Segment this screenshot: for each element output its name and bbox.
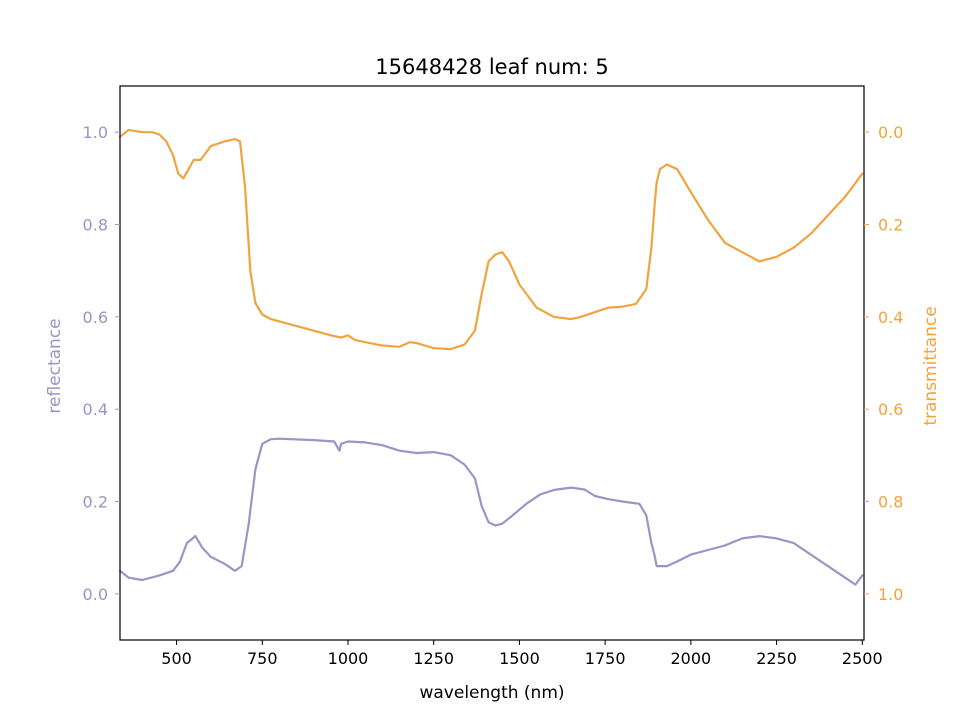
y-right-tick-label: 0.2 — [878, 216, 903, 235]
plot-area — [118, 128, 864, 586]
chart-title: 15648428 leaf num: 5 — [375, 55, 608, 79]
x-tick-label: 1250 — [413, 649, 454, 668]
y-right-tick-label: 0.6 — [878, 400, 903, 419]
x-axis: 500 750 1000 1250 1500 1750 2000 2250 2500 — [161, 640, 883, 668]
x-tick-label: 500 — [161, 649, 192, 668]
y-left-tick-label: 1.0 — [83, 123, 108, 142]
x-tick-label: 2250 — [756, 649, 797, 668]
x-tick-label: 1000 — [328, 649, 369, 668]
x-axis-title: wavelength (nm) — [419, 683, 564, 703]
y-axis-left: 0.0 0.2 0.4 0.6 0.8 1.0 — [83, 123, 120, 604]
x-tick-label: 2000 — [670, 649, 711, 668]
y-axis-right: 0.0 0.2 0.4 0.6 0.8 1.0 — [864, 123, 903, 604]
y-right-tick-label: 1.0 — [878, 585, 903, 604]
y-right-tick-label: 0.0 — [878, 123, 903, 142]
y-left-tick-label: 0.2 — [83, 493, 108, 512]
y-left-tick-label: 0.6 — [83, 308, 108, 327]
transmittance-series-line — [118, 128, 864, 351]
y-left-tick-label: 0.0 — [83, 585, 108, 604]
y-axis-left-title: reflectance — [45, 318, 65, 413]
x-tick-label: 750 — [247, 649, 278, 668]
y-left-tick-label: 0.8 — [83, 216, 108, 235]
x-tick-label: 1500 — [499, 649, 540, 668]
reflectance-series-line — [118, 437, 864, 586]
y-axis-right-title: transmittance — [921, 306, 941, 425]
x-tick-label: 2500 — [842, 649, 883, 668]
y-right-tick-label: 0.4 — [878, 308, 903, 327]
y-right-tick-label: 0.8 — [878, 493, 903, 512]
y-left-tick-label: 0.4 — [83, 400, 108, 419]
x-tick-label: 1750 — [585, 649, 626, 668]
plot-frame — [119, 85, 865, 641]
